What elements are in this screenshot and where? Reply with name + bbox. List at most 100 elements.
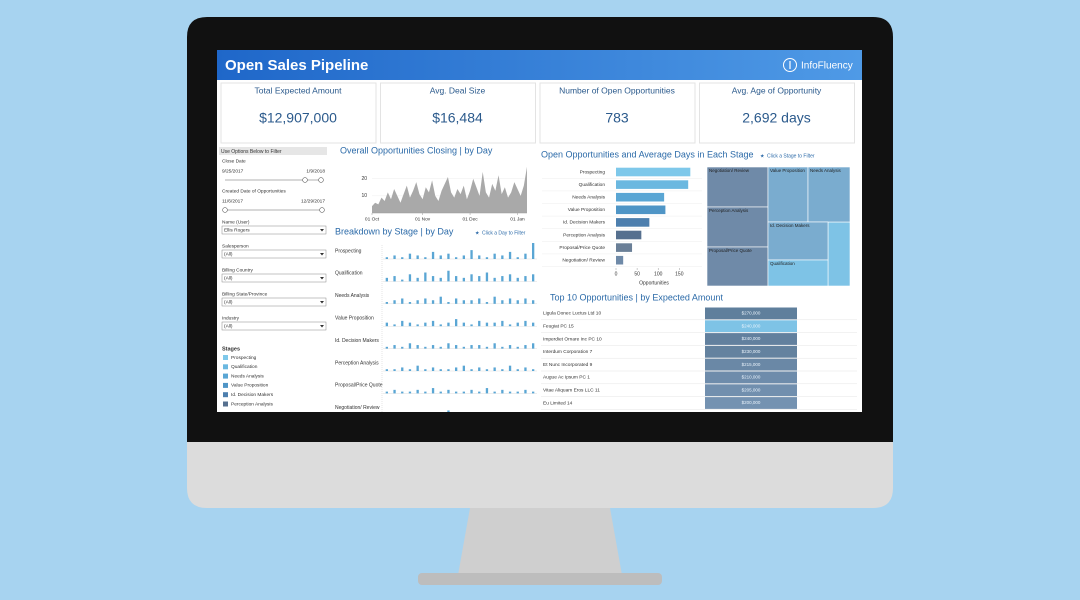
bar — [501, 346, 504, 349]
row-label: Value Proposition — [335, 316, 374, 322]
y-tick-label: Proposal/Price Quote — [559, 245, 605, 251]
stage-name: Qualification — [231, 364, 258, 370]
monitor-foot — [418, 573, 662, 585]
opportunity-name: Interdum Corporation 7 — [543, 349, 593, 355]
x-tick-label: 01 Nov — [415, 216, 431, 222]
bar — [501, 320, 504, 327]
treemap-cell — [706, 246, 769, 287]
bar — [439, 277, 442, 282]
bar — [447, 343, 450, 349]
dropdown-label: Billing State/Province — [222, 291, 268, 297]
stage-swatch — [223, 373, 228, 379]
bar — [385, 277, 389, 282]
stage-swatch — [223, 382, 228, 388]
treemap-label: Needs Analysis — [810, 168, 842, 173]
opportunity-name: Eu Limited 14 — [543, 400, 573, 406]
bar — [516, 369, 519, 371]
bar — [385, 391, 389, 394]
slider-knob — [222, 207, 228, 213]
bar — [385, 369, 389, 371]
dropdown-value: Ellis Rogers — [224, 228, 250, 234]
bar — [385, 346, 389, 349]
bar — [516, 300, 519, 304]
bar — [485, 346, 489, 349]
y-tick-label: Value Proposition — [568, 207, 606, 213]
bar — [478, 367, 481, 371]
bar — [616, 230, 642, 240]
logo-icon — [783, 58, 797, 72]
dropdown-arrow — [320, 301, 324, 304]
bar — [462, 391, 466, 394]
bar — [401, 279, 404, 282]
dashboard-title: Open Sales Pipeline — [225, 57, 368, 74]
bar — [424, 391, 427, 394]
stage-name: Value Proposition — [231, 383, 269, 389]
row-label: Id. Decision Makers — [335, 338, 379, 344]
bar — [470, 345, 473, 349]
bar — [493, 343, 496, 349]
bar — [401, 298, 404, 304]
opportunity-name: Et Nunc Incorporated 9 — [543, 362, 593, 368]
bar — [508, 324, 512, 327]
bar — [531, 274, 535, 282]
amount: $210,000 — [742, 375, 761, 380]
opportunity-name: Augue Ac Ipsum PC 1 — [543, 375, 590, 381]
amount-cell — [705, 333, 797, 345]
bar — [401, 257, 404, 259]
bar — [454, 367, 458, 371]
treemap-label: Qualification — [770, 261, 795, 266]
amount-cell — [705, 307, 797, 320]
dropdown-value: (All) — [224, 324, 233, 330]
bar — [462, 255, 466, 259]
bar — [447, 302, 450, 304]
stage-swatch — [223, 364, 228, 370]
amount: $200,000 — [742, 400, 761, 405]
x-tick-label: 01 Oct — [365, 216, 380, 222]
bar — [401, 367, 404, 371]
chart-title: Overall Opportunities Closing | by Day — [340, 145, 493, 155]
bar — [485, 369, 489, 371]
bar — [416, 365, 419, 371]
bar — [401, 346, 404, 349]
bar — [531, 322, 535, 327]
amount: $215,000 — [742, 362, 761, 367]
bar — [439, 296, 442, 304]
bar — [470, 250, 473, 259]
range-to: 12/29/2017 — [301, 198, 325, 204]
bar — [508, 365, 512, 371]
amount-cell — [705, 371, 797, 384]
slider-knob — [318, 177, 324, 183]
bar — [485, 257, 489, 259]
dropdown-label: Name (User) — [222, 219, 250, 225]
slider-knob — [319, 207, 325, 213]
table-title: Top 10 Opportunities | by Expected Amoun… — [550, 292, 723, 302]
bar — [416, 255, 419, 259]
filter-title: Use Options Below to Filter — [221, 149, 282, 155]
filter-hint-star: ★ — [760, 153, 765, 159]
bar — [454, 345, 458, 349]
bar — [478, 298, 481, 304]
dropdown — [221, 249, 327, 259]
bar — [408, 391, 412, 394]
bar — [493, 253, 496, 259]
treemap-cell — [807, 166, 851, 223]
bar — [408, 369, 412, 371]
bar — [616, 255, 624, 265]
bar — [501, 389, 504, 394]
bar — [616, 218, 650, 227]
bar — [470, 369, 473, 371]
bar — [424, 272, 427, 282]
bar — [385, 322, 389, 327]
kpi-label: Number of Open Opportunities — [559, 85, 675, 95]
kpi-value: 2,692 days — [742, 110, 811, 126]
bar — [470, 389, 473, 394]
bar — [431, 300, 435, 304]
bar — [516, 346, 519, 349]
bar — [524, 389, 527, 394]
stage-name: Prospecting — [231, 355, 257, 361]
bar — [431, 367, 435, 371]
dropdown-arrow — [320, 277, 324, 280]
bar — [524, 367, 527, 371]
x-tick-label: 100 — [654, 271, 663, 277]
treemap-cell — [767, 221, 829, 261]
